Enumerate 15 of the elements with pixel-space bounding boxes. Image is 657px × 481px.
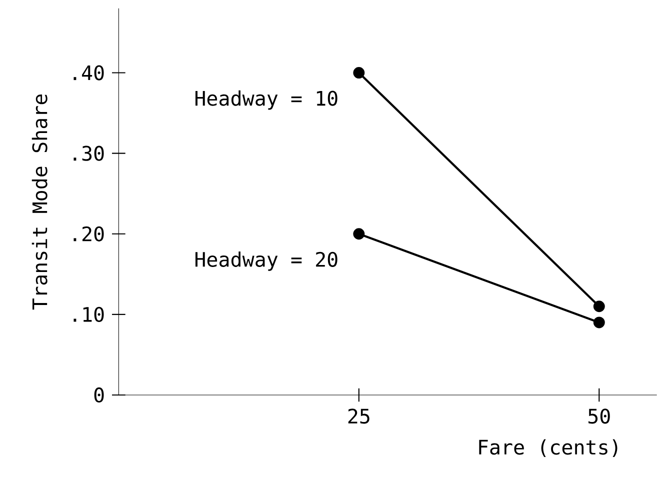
y-tick-label: .20 — [74, 226, 104, 242]
point — [353, 228, 365, 240]
y-tick-label: .40 — [74, 65, 104, 80]
y-axis-title: Transit Mode Share — [32, 94, 48, 310]
x-tick-label: 50 — [588, 408, 610, 424]
y-tick-label: .10 — [74, 306, 104, 322]
x-tick-label: 25 — [348, 408, 370, 424]
series-label: Headway = 20 — [195, 251, 338, 271]
y-tick-label: .30 — [74, 146, 104, 161]
y-tick-label: 0 — [94, 387, 104, 403]
point — [353, 67, 365, 79]
point — [593, 316, 605, 328]
point — [593, 300, 605, 312]
x-axis-title: Fare (cents) — [479, 439, 618, 458]
series-label: Headway = 10 — [195, 90, 338, 110]
